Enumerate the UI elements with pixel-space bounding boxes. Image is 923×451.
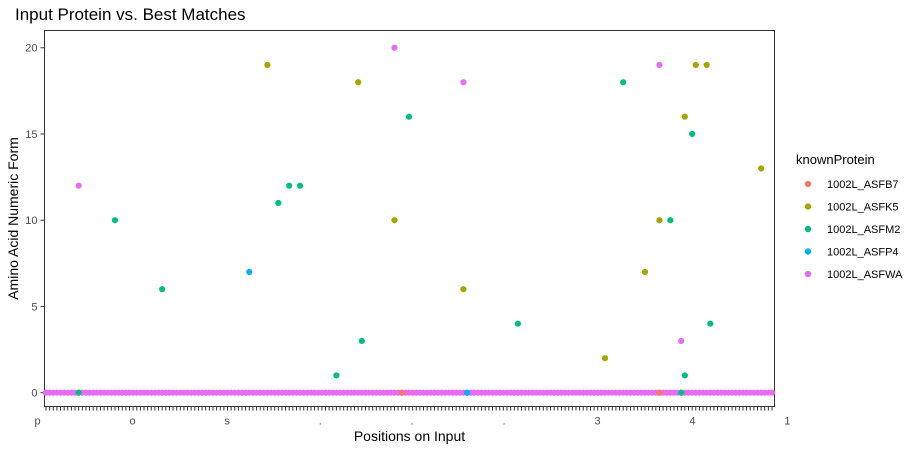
y-tick-label: 20 bbox=[25, 43, 37, 55]
y-tick-label: 5 bbox=[31, 301, 37, 313]
data-point bbox=[355, 79, 362, 86]
legend-key bbox=[804, 248, 812, 255]
data-point bbox=[391, 217, 398, 224]
data-point bbox=[275, 199, 282, 207]
legend-key bbox=[804, 270, 812, 278]
data-point bbox=[333, 372, 340, 379]
data-point bbox=[460, 79, 467, 86]
x-axis: pos...341 bbox=[35, 406, 791, 428]
legend-key bbox=[804, 180, 812, 188]
y-axis: 0 5 10 15 20 bbox=[25, 43, 45, 400]
y-tick-label: 10 bbox=[25, 215, 37, 227]
data-point bbox=[460, 286, 467, 293]
data-point bbox=[681, 372, 688, 379]
x-tick-labels: pos...341 bbox=[35, 416, 791, 428]
legend-label: 1002L_ASFP4 bbox=[827, 247, 899, 259]
chart-title: Input Protein vs. Best Matches bbox=[15, 5, 246, 24]
data-point bbox=[678, 337, 685, 345]
y-axis-title: Amino Acid Numeric Form bbox=[5, 137, 21, 300]
data-points bbox=[42, 44, 776, 396]
legend: knownProtein 1002L_ASFB7 1002L_ASFK5 1002L… bbox=[796, 152, 903, 281]
data-point bbox=[159, 286, 166, 293]
data-point bbox=[286, 182, 293, 189]
data-point bbox=[703, 61, 710, 69]
data-point bbox=[641, 268, 649, 276]
data-point bbox=[656, 61, 663, 69]
legend-key bbox=[804, 203, 812, 210]
legend-label: 1002L_ASFM2 bbox=[827, 224, 900, 236]
legend-label: 1002L_ASFB7 bbox=[827, 179, 899, 191]
data-point bbox=[656, 217, 663, 224]
data-point bbox=[758, 165, 765, 172]
y-tick-label: 0 bbox=[31, 388, 37, 400]
legend-label: 1002L_ASFK5 bbox=[827, 202, 899, 214]
data-point bbox=[264, 61, 271, 69]
data-point bbox=[689, 130, 696, 138]
data-point bbox=[601, 355, 609, 362]
data-point bbox=[463, 389, 471, 396]
data-point bbox=[358, 337, 365, 345]
data-point bbox=[111, 217, 119, 224]
data-point bbox=[692, 61, 699, 69]
legend-label: 1002L_ASFWA bbox=[827, 269, 903, 281]
data-point bbox=[398, 389, 405, 396]
data-point bbox=[75, 182, 82, 189]
data-point bbox=[620, 79, 627, 86]
data-point bbox=[246, 268, 253, 276]
legend-key bbox=[804, 225, 812, 233]
data-point bbox=[75, 389, 82, 396]
data-point bbox=[707, 320, 714, 327]
legend-title: knownProtein bbox=[796, 152, 875, 167]
data-point bbox=[297, 182, 304, 189]
y-tick-label: 15 bbox=[25, 129, 37, 141]
baseline-point bbox=[768, 389, 776, 396]
data-point bbox=[656, 389, 663, 396]
data-point bbox=[667, 217, 674, 224]
data-point bbox=[514, 320, 522, 327]
data-point bbox=[681, 113, 688, 120]
data-point bbox=[678, 389, 685, 396]
x-axis-title: Positions on Input bbox=[354, 428, 465, 444]
data-point bbox=[391, 44, 398, 51]
plot-panel bbox=[44, 30, 775, 407]
data-point bbox=[405, 113, 413, 120]
